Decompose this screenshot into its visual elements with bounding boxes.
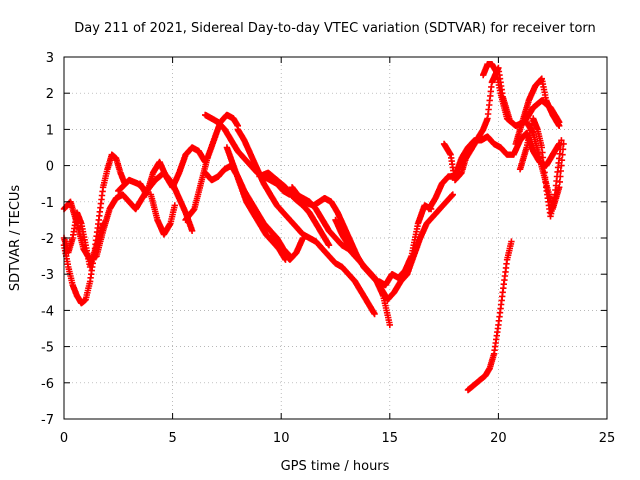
y-tick-label: -5 <box>41 341 54 356</box>
series-sat-l <box>256 169 333 249</box>
y-tick-label: -6 <box>41 377 54 392</box>
y-tick-label: 1 <box>46 123 54 138</box>
series-sat-t <box>512 75 563 148</box>
y-axis-ticks: -7 -6 -5 -4 -3 -2 -1 0 1 2 3 <box>41 51 607 428</box>
x-tick-label: 25 <box>599 431 616 446</box>
x-tick-label: 0 <box>60 431 68 446</box>
y-tick-label: -7 <box>41 413 54 428</box>
x-axis-ticks: 0 5 10 15 20 25 <box>60 57 615 446</box>
x-tick-label: 20 <box>490 431 507 446</box>
series-sat-w <box>464 238 515 394</box>
series-sat-o <box>332 191 456 303</box>
series-sat-k <box>234 126 378 318</box>
y-tick-label: 3 <box>46 51 54 66</box>
x-tick-label: 10 <box>273 431 290 446</box>
series-layer <box>60 61 567 394</box>
series-sat-f <box>147 191 178 238</box>
series-sat-n <box>267 234 307 263</box>
y-tick-label: -1 <box>41 196 54 211</box>
series-sat-a <box>60 151 128 307</box>
y-tick-label: -4 <box>41 304 54 319</box>
y-axis-label: SDTVAR / TECUs <box>8 185 23 292</box>
y-tick-label: -2 <box>41 232 54 247</box>
series-sat-v <box>523 119 567 213</box>
y-tick-label: 2 <box>46 87 54 102</box>
chart-title: Day 211 of 2021, Sidereal Day-to-day VTE… <box>74 21 596 36</box>
y-tick-label: 0 <box>46 160 54 175</box>
y-tick-label: -3 <box>41 268 54 283</box>
x-axis-label: GPS time / hours <box>281 459 390 474</box>
series-sat-p <box>375 202 435 289</box>
series-sat-e <box>136 144 209 198</box>
x-tick-label: 5 <box>168 431 176 446</box>
x-tick-label: 15 <box>382 431 399 446</box>
grid-layer <box>64 57 607 419</box>
